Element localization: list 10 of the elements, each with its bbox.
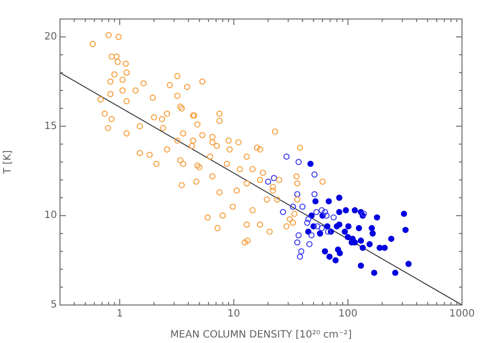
x-axis-title: MEAN COLUMN DENSITY [10²⁰ cm⁻²] (170, 330, 352, 341)
y-tick-label: 10 (44, 210, 57, 222)
y-tick-label: 15 (44, 120, 57, 132)
x-tick-label: 1 (116, 308, 123, 320)
y-tick-label: 20 (44, 31, 57, 42)
x-tick-label: 1000 (449, 308, 475, 320)
x-tick-label: 10 (227, 308, 240, 320)
x-tick-label: 100 (338, 308, 358, 320)
y-axis-title: T [K] (2, 150, 14, 175)
y-tick-label: 5 (50, 300, 57, 311)
